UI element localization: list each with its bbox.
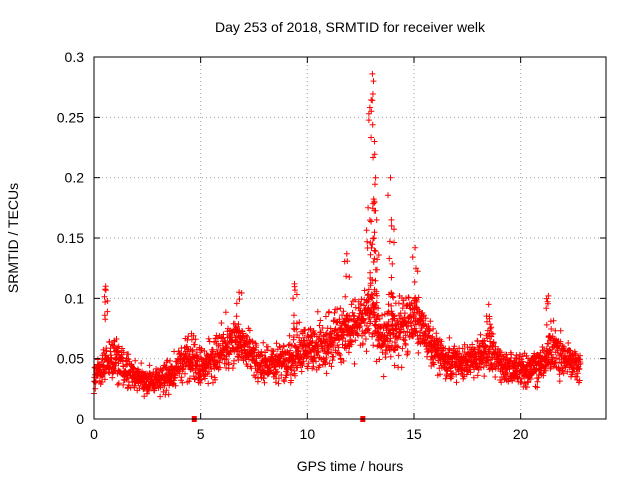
y-axis-label: SRMTID / TECUs <box>5 183 21 293</box>
axis-ticks: 0 5 10 15 20 0 0.05 0.1 0.15 0.2 0.25 0.3 <box>57 49 606 442</box>
y-tick-label: 0.1 <box>65 290 85 306</box>
x-tick-label: 5 <box>197 426 205 442</box>
x-tick-label: 15 <box>406 426 422 442</box>
y-tick-label: 0.25 <box>57 109 84 125</box>
x-tick-label: 10 <box>300 426 316 442</box>
x-axis-label: GPS time / hours <box>297 458 404 474</box>
y-tick-label: 0.3 <box>65 49 85 65</box>
x-tick-label: 20 <box>513 426 529 442</box>
x-tick-label: 0 <box>90 426 98 442</box>
chart-title: Day 253 of 2018, SRMTID for receiver wel… <box>215 19 486 35</box>
grid-lines <box>94 57 606 419</box>
y-tick-label: 0.2 <box>65 170 85 186</box>
y-tick-label: 0.05 <box>57 351 84 367</box>
y-tick-label: 0 <box>76 411 84 427</box>
y-tick-label: 0.15 <box>57 230 84 246</box>
